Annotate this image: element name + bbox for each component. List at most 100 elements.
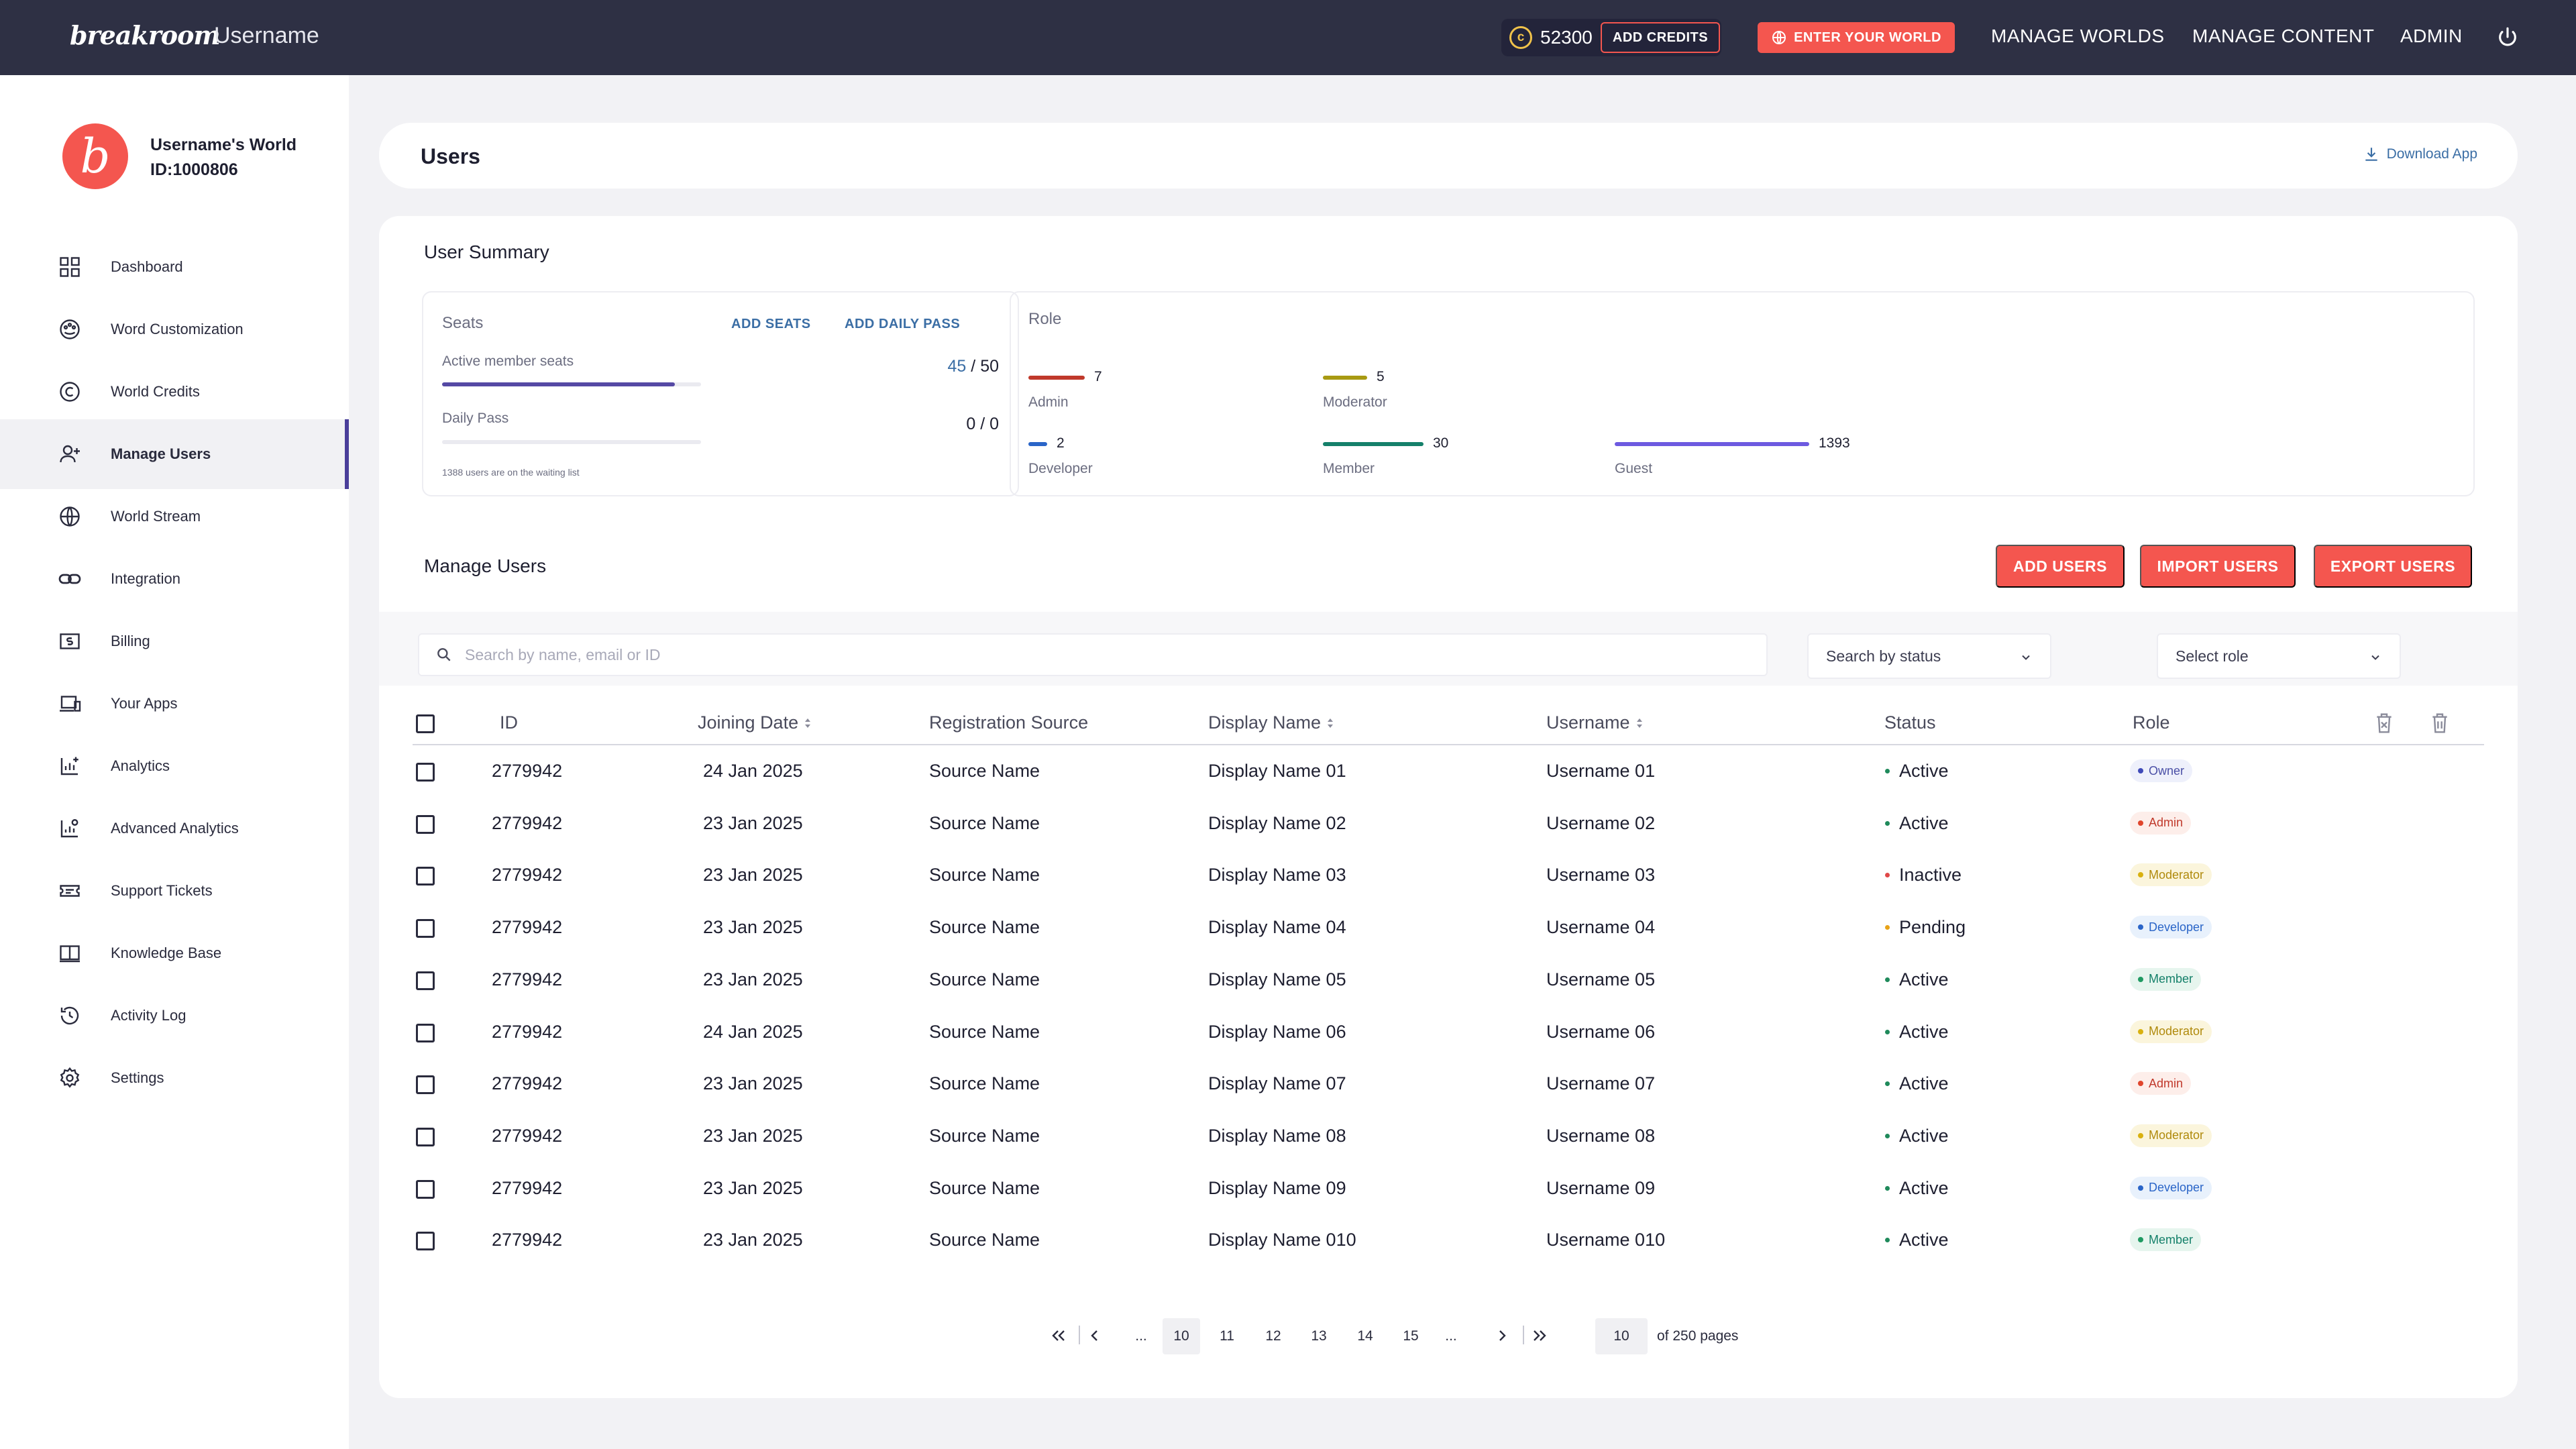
last-page-icon[interactable] — [1531, 1328, 1548, 1344]
download-app-link[interactable]: Download App — [2363, 146, 2477, 163]
add-seats-link[interactable]: ADD SEATS — [731, 317, 811, 331]
page-12[interactable]: 12 — [1265, 1328, 1281, 1344]
cell-joining-date: 23 Jan 2025 — [703, 1177, 803, 1198]
cell-id: 2779942 — [492, 1021, 563, 1042]
role-badge: Member — [2130, 967, 2202, 991]
row-checkbox[interactable] — [416, 1023, 435, 1042]
col-header-registration-source: Registration Source — [929, 712, 1088, 733]
import-users-button[interactable]: IMPORT USERS — [2140, 545, 2296, 588]
cell-username: Username 04 — [1546, 917, 1656, 938]
cell-display-name: Display Name 01 — [1208, 761, 1346, 781]
page-10[interactable]: 10 — [1163, 1318, 1200, 1354]
status-text: Active — [1899, 1073, 1949, 1094]
daily-pass-progress — [442, 440, 701, 444]
sidebar-item-manage-users[interactable]: Manage Users — [0, 419, 349, 489]
bulk-clear-icon[interactable] — [2373, 711, 2395, 735]
cell-joining-date: 23 Jan 2025 — [703, 1230, 803, 1250]
export-users-button[interactable]: EXPORT USERS — [2314, 545, 2472, 588]
add-users-button[interactable]: ADD USERS — [1996, 545, 2125, 588]
nav-manage-worlds[interactable]: MANAGE WORLDS — [1991, 25, 2165, 46]
nav-admin[interactable]: ADMIN — [2400, 25, 2463, 46]
sidebar-item-your-apps[interactable]: Your Apps — [0, 669, 349, 739]
sidebar-item-activity-log[interactable]: Activity Log — [0, 981, 349, 1051]
prev-page-icon[interactable] — [1088, 1328, 1102, 1344]
table-row[interactable]: 2779942 23 Jan 2025 Source Name Display Nam… — [379, 902, 2518, 955]
row-checkbox[interactable] — [416, 1075, 435, 1095]
table-row[interactable]: 2779942 23 Jan 2025 Source Name Display Nam… — [379, 1111, 2518, 1163]
table-row[interactable]: 2779942 23 Jan 2025 Source Name Display Nam… — [379, 1163, 2518, 1216]
status-text: Active — [1899, 1021, 1949, 1042]
chevron-down-icon — [2022, 655, 2030, 660]
search-input[interactable]: Search by name, email or ID — [418, 633, 1768, 676]
sidebar-item-world-credits[interactable]: World Credits — [0, 357, 349, 427]
row-checkbox[interactable] — [416, 867, 435, 886]
role-dot — [2138, 1237, 2143, 1243]
page-11[interactable]: 11 — [1220, 1328, 1234, 1344]
sidebar-item-billing[interactable]: Billing — [0, 606, 349, 676]
col-header-username[interactable]: Username — [1546, 712, 1644, 733]
sidebar-item-dashboard[interactable]: Dashboard — [0, 232, 349, 302]
sidebar: b Username's World ID:1000806 Dashboard … — [0, 75, 349, 1449]
add-daily-pass-link[interactable]: ADD DAILY PASS — [845, 317, 961, 331]
sidebar-item-word-customization[interactable]: Word Customization — [0, 294, 349, 364]
row-checkbox[interactable] — [416, 1179, 435, 1199]
row-checkbox[interactable] — [416, 919, 435, 938]
select-all-checkbox[interactable] — [416, 714, 435, 733]
sidebar-item-analytics[interactable]: Analytics — [0, 731, 349, 801]
row-checkbox[interactable] — [416, 814, 435, 834]
bulk-delete-icon[interactable] — [2429, 711, 2451, 735]
role-dot — [2138, 872, 2143, 878]
page-15[interactable]: 15 — [1403, 1328, 1419, 1344]
row-checkbox[interactable] — [416, 1127, 435, 1146]
sidebar-item-support-tickets[interactable]: Support Tickets — [0, 856, 349, 926]
sidebar-item-advanced-analytics[interactable]: Advanced Analytics — [0, 794, 349, 863]
first-page-icon[interactable] — [1050, 1328, 1067, 1344]
status-filter-select[interactable]: Search by status — [1807, 633, 2051, 679]
chevron-down-icon — [2371, 655, 2379, 660]
sidebar-item-knowledge-base[interactable]: Knowledge Base — [0, 918, 349, 988]
cell-display-name: Display Name 02 — [1208, 812, 1346, 833]
table-row[interactable]: 2779942 24 Jan 2025 Source Name Display Nam… — [379, 746, 2518, 798]
role-line-guest — [1615, 442, 1809, 446]
nav-manage-content[interactable]: MANAGE CONTENT — [2192, 25, 2375, 46]
sidebar-item-settings[interactable]: Settings — [0, 1043, 349, 1113]
row-checkbox[interactable] — [416, 1232, 435, 1251]
sidebar-item-world-stream[interactable]: World Stream — [0, 482, 349, 551]
credits-icon — [60, 382, 80, 402]
col-header-display-name[interactable]: Display Name — [1208, 712, 1334, 733]
role-line-developer — [1028, 442, 1047, 446]
table-row[interactable]: 2779942 23 Jan 2025 Source Name Display Nam… — [379, 1215, 2518, 1267]
power-icon[interactable] — [2496, 25, 2519, 48]
page-number-input[interactable]: 10 — [1595, 1318, 1648, 1354]
role-filter-select[interactable]: Select role — [2157, 633, 2401, 679]
add-credits-button[interactable]: ADD CREDITS — [1601, 22, 1720, 53]
enter-world-button[interactable]: ENTER YOUR WORLD — [1758, 22, 1955, 53]
page-header: Users Download App — [379, 123, 2518, 189]
page-14[interactable]: 14 — [1357, 1328, 1373, 1344]
sidebar-item-integration[interactable]: Integration — [0, 544, 349, 614]
status-dot — [1885, 820, 1890, 826]
table-row[interactable]: 2779942 23 Jan 2025 Source Name Display Nam… — [379, 955, 2518, 1007]
cell-username: Username 09 — [1546, 1177, 1656, 1198]
table-row[interactable]: 2779942 23 Jan 2025 Source Name Display Nam… — [379, 850, 2518, 902]
row-checkbox[interactable] — [416, 763, 435, 782]
world-name: Username's World — [150, 136, 297, 154]
cell-status: Active — [1885, 1230, 1949, 1250]
cell-joining-date: 23 Jan 2025 — [703, 1073, 803, 1094]
table-row[interactable]: 2779942 24 Jan 2025 Source Name Display Nam… — [379, 1007, 2518, 1059]
next-page-icon[interactable] — [1495, 1328, 1509, 1344]
page-13[interactable]: 13 — [1311, 1328, 1327, 1344]
breakroom-logo[interactable]: breakroom — [70, 20, 221, 50]
status-dot — [1885, 1185, 1890, 1191]
cell-display-name: Display Name 03 — [1208, 865, 1346, 885]
table-row[interactable]: 2779942 23 Jan 2025 Source Name Display Nam… — [379, 798, 2518, 851]
seats-panel: Seats ADD SEATS ADD DAILY PASS Active me… — [422, 291, 1019, 496]
book-icon — [60, 945, 80, 963]
cell-joining-date: 23 Jan 2025 — [703, 812, 803, 833]
row-checkbox[interactable] — [416, 971, 435, 990]
table-row[interactable]: 2779942 23 Jan 2025 Source Name Display Nam… — [379, 1059, 2518, 1111]
col-header-username-label: Username — [1546, 712, 1630, 733]
cell-registration-source: Source Name — [929, 1021, 1040, 1042]
col-header-joining-date[interactable]: Joining Date — [698, 712, 812, 733]
history-icon — [60, 1006, 79, 1025]
